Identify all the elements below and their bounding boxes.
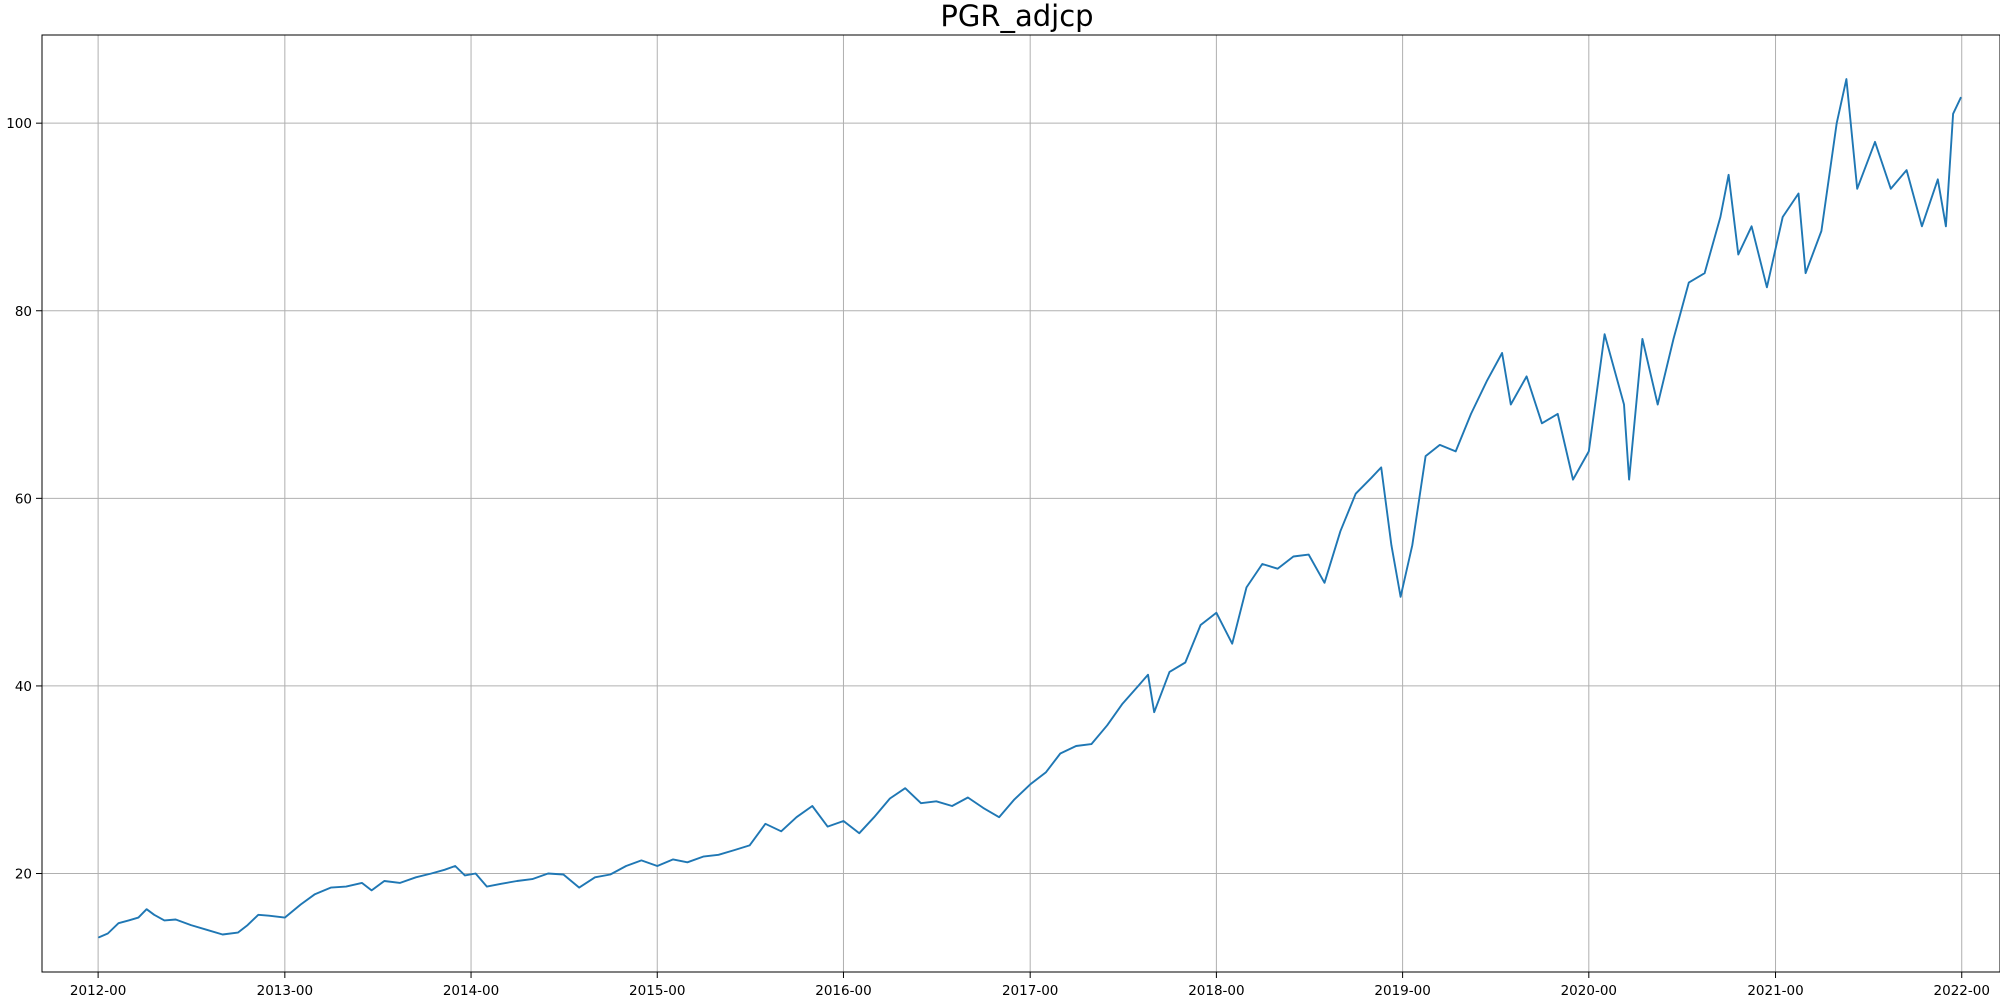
y-axis: 20 40 60 80 100 [6,116,42,883]
x-tick-label: 2020-00 [1561,983,1617,999]
y-tick-label: 40 [15,679,32,695]
y-tick-label: 80 [15,304,32,320]
x-tick-label: 2015-00 [629,983,685,999]
x-axis: 2012-00 2013-00 2014-00 2015-00 2016-00 2017-… [70,972,1990,999]
x-tick-label: 2016-00 [815,983,871,999]
plot-frame [41,34,2000,973]
x-tick-label: 2017-00 [1002,983,1058,999]
chart-title: PGR_adjcp [940,0,1093,33]
y-tick-label: 60 [15,491,32,507]
x-tick-label: 2022-00 [1934,983,1990,999]
x-tick-label: 2021-00 [1747,983,1803,999]
y-tick-label: 100 [6,116,32,132]
x-tick-label: 2019-00 [1374,983,1430,999]
grid-lines [42,35,2000,972]
x-tick-label: 2012-00 [70,983,126,999]
x-tick-label: 2013-00 [257,983,313,999]
series-line [98,78,1962,939]
y-tick-label: 20 [15,867,32,883]
series-layer [98,78,1962,939]
x-tick-label: 2014-00 [443,983,499,999]
x-tick-label: 2018-00 [1188,983,1244,999]
